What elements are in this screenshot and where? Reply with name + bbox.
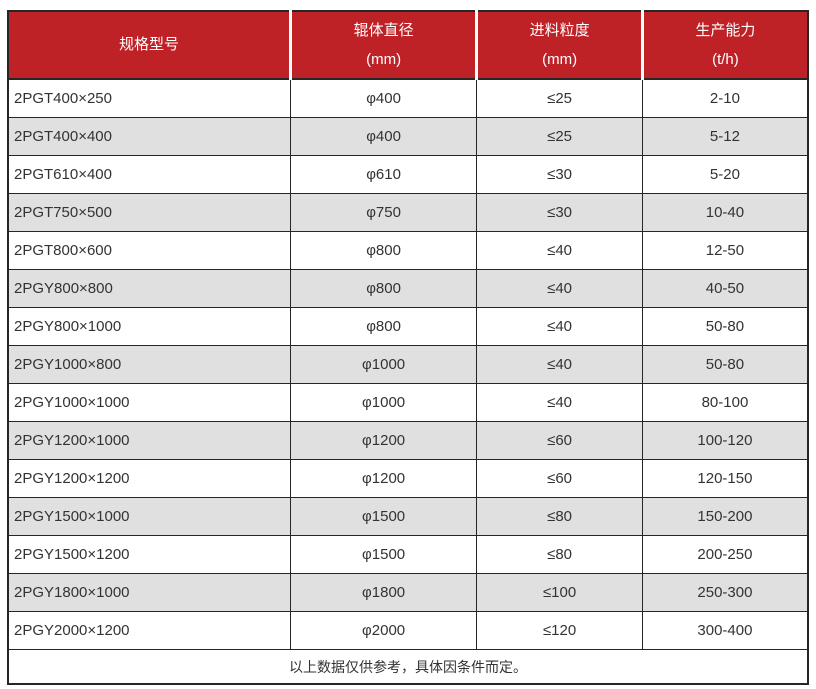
col-header-feed-size-inner: 进料粒度 (mm) bbox=[478, 12, 641, 78]
table-row: 2PGY2000×1200 φ2000 ≤120 300-400 bbox=[7, 611, 809, 650]
table-row: 2PGT800×600 φ800 ≤40 12-50 bbox=[7, 231, 809, 270]
col-header-roller-diameter: 辊体直径 (mm) bbox=[290, 10, 479, 80]
feed-size-cell: ≤40 bbox=[476, 383, 643, 422]
capacity-cell: 12-50 bbox=[641, 231, 809, 270]
diameter-cell: φ800 bbox=[289, 269, 478, 308]
capacity-cell: 5-12 bbox=[641, 117, 809, 156]
model-cell: 2PGT400×400 bbox=[7, 117, 291, 156]
col-header-model: 规格型号 bbox=[6, 10, 292, 80]
diameter-cell: φ1200 bbox=[289, 421, 478, 460]
model-cell: 2PGT750×500 bbox=[7, 193, 291, 232]
model-cell: 2PGT400×250 bbox=[7, 78, 291, 118]
model-cell: 2PGY800×800 bbox=[7, 269, 291, 308]
feed-size-cell: ≤30 bbox=[476, 155, 643, 194]
feed-size-cell: ≤25 bbox=[476, 78, 643, 118]
capacity-cell: 50-80 bbox=[641, 345, 809, 384]
feed-size-cell: ≤60 bbox=[476, 421, 643, 460]
diameter-cell: φ750 bbox=[289, 193, 478, 232]
model-cell: 2PGY1200×1000 bbox=[7, 421, 291, 460]
diameter-cell: φ800 bbox=[289, 231, 478, 270]
col-header-capacity-label: 生产能力 bbox=[695, 21, 756, 39]
table-row: 2PGT400×250 φ400 ≤25 2-10 bbox=[7, 78, 809, 118]
capacity-cell: 100-120 bbox=[641, 421, 809, 460]
capacity-cell: 5-20 bbox=[641, 155, 809, 194]
col-header-feed-size: 进料粒度 (mm) bbox=[476, 10, 644, 80]
feed-size-cell: ≤40 bbox=[476, 345, 643, 384]
feed-size-cell: ≤100 bbox=[476, 573, 643, 612]
diameter-cell: φ800 bbox=[289, 307, 478, 346]
col-header-feed-size-unit: (mm) bbox=[542, 50, 578, 68]
table-row: 2PGY1000×1000 φ1000 ≤40 80-100 bbox=[7, 383, 809, 422]
col-header-model-inner: 规格型号 bbox=[9, 12, 289, 78]
diameter-cell: φ400 bbox=[289, 78, 478, 118]
feed-size-cell: ≤80 bbox=[476, 535, 643, 574]
diameter-cell: φ2000 bbox=[289, 611, 478, 650]
diameter-cell: φ610 bbox=[289, 155, 478, 194]
col-header-model-label: 规格型号 bbox=[118, 36, 179, 53]
table-row: 2PGT610×400 φ610 ≤30 5-20 bbox=[7, 155, 809, 194]
feed-size-cell: ≤80 bbox=[476, 497, 643, 536]
model-cell: 2PGY1500×1200 bbox=[7, 535, 291, 574]
capacity-cell: 10-40 bbox=[641, 193, 809, 232]
model-cell: 2PGY1000×800 bbox=[7, 345, 291, 384]
diameter-cell: φ1000 bbox=[289, 383, 478, 422]
capacity-cell: 80-100 bbox=[641, 383, 809, 422]
table-row: 2PGY1000×800 φ1000 ≤40 50-80 bbox=[7, 345, 809, 384]
table-row: 2PGY800×1000 φ800 ≤40 50-80 bbox=[7, 307, 809, 346]
col-header-capacity-inner: 生产能力 (t/h) bbox=[644, 12, 807, 78]
col-header-capacity: 生产能力 (t/h) bbox=[642, 10, 809, 80]
feed-size-cell: ≤25 bbox=[476, 117, 643, 156]
feed-size-cell: ≤40 bbox=[476, 269, 643, 308]
table-row: 2PGT750×500 φ750 ≤30 10-40 bbox=[7, 193, 809, 232]
diameter-cell: φ1200 bbox=[289, 459, 478, 498]
table-footer: 以上数据仅供参考，具体因条件而定。 bbox=[7, 649, 809, 685]
table-row: 2PGY1200×1200 φ1200 ≤60 120-150 bbox=[7, 459, 809, 498]
feed-size-cell: ≤60 bbox=[476, 459, 643, 498]
spec-table: 规格型号 辊体直径 (mm) 进料粒度 (mm) bbox=[6, 10, 809, 685]
feed-size-cell: ≤30 bbox=[476, 193, 643, 232]
capacity-cell: 150-200 bbox=[641, 497, 809, 536]
col-header-feed-size-label: 进料粒度 bbox=[529, 21, 590, 39]
col-header-roller-diameter-label: 辊体直径 bbox=[353, 21, 414, 39]
diameter-cell: φ1800 bbox=[289, 573, 478, 612]
table-row: 2PGY1500×1200 φ1500 ≤80 200-250 bbox=[7, 535, 809, 574]
table-row: 2PGT400×400 φ400 ≤25 5-12 bbox=[7, 117, 809, 156]
diameter-cell: φ400 bbox=[289, 117, 478, 156]
capacity-cell: 200-250 bbox=[641, 535, 809, 574]
capacity-cell: 250-300 bbox=[641, 573, 809, 612]
model-cell: 2PGT610×400 bbox=[7, 155, 291, 194]
footer-note: 以上数据仅供参考，具体因条件而定。 bbox=[7, 649, 809, 685]
table-header: 规格型号 辊体直径 (mm) 进料粒度 (mm) bbox=[6, 10, 809, 80]
header-row: 规格型号 辊体直径 (mm) 进料粒度 (mm) bbox=[6, 10, 809, 80]
capacity-cell: 50-80 bbox=[641, 307, 809, 346]
model-cell: 2PGY1200×1200 bbox=[7, 459, 291, 498]
table-body: 2PGT400×250 φ400 ≤25 2-10 2PGT400×400 φ400 ≤25… bbox=[7, 78, 809, 650]
col-header-capacity-unit: (t/h) bbox=[712, 50, 739, 68]
capacity-cell: 2-10 bbox=[641, 78, 809, 118]
model-cell: 2PGY1800×1000 bbox=[7, 573, 291, 612]
table-row: 2PGY1800×1000 φ1800 ≤100 250-300 bbox=[7, 573, 809, 612]
model-cell: 2PGY1000×1000 bbox=[7, 383, 291, 422]
table-row: 2PGY1200×1000 φ1200 ≤60 100-120 bbox=[7, 421, 809, 460]
feed-size-cell: ≤40 bbox=[476, 307, 643, 346]
feed-size-cell: ≤40 bbox=[476, 231, 643, 270]
model-cell: 2PGT800×600 bbox=[7, 231, 291, 270]
capacity-cell: 40-50 bbox=[641, 269, 809, 308]
col-header-roller-diameter-inner: 辊体直径 (mm) bbox=[292, 12, 475, 78]
model-cell: 2PGY2000×1200 bbox=[7, 611, 291, 650]
diameter-cell: φ1500 bbox=[289, 497, 478, 536]
table-row: 2PGY800×800 φ800 ≤40 40-50 bbox=[7, 269, 809, 308]
feed-size-cell: ≤120 bbox=[476, 611, 643, 650]
model-cell: 2PGY800×1000 bbox=[7, 307, 291, 346]
diameter-cell: φ1000 bbox=[289, 345, 478, 384]
diameter-cell: φ1500 bbox=[289, 535, 478, 574]
footer-row: 以上数据仅供参考，具体因条件而定。 bbox=[7, 649, 809, 685]
table-row: 2PGY1500×1000 φ1500 ≤80 150-200 bbox=[7, 497, 809, 536]
col-header-roller-diameter-unit: (mm) bbox=[366, 50, 402, 68]
capacity-cell: 300-400 bbox=[641, 611, 809, 650]
model-cell: 2PGY1500×1000 bbox=[7, 497, 291, 536]
capacity-cell: 120-150 bbox=[641, 459, 809, 498]
